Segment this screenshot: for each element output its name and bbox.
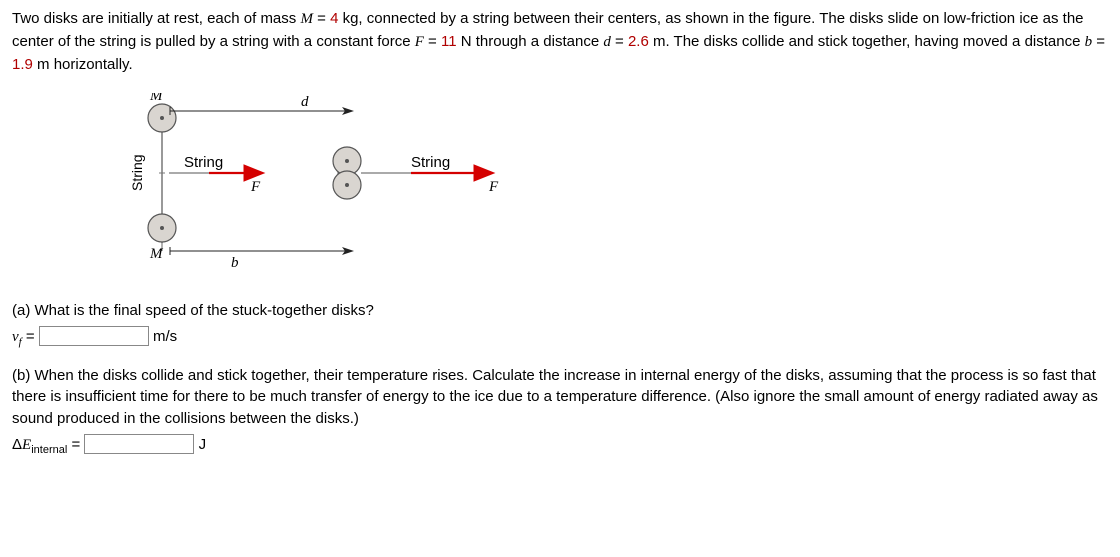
part-a: (a) What is the final speed of the stuck…	[12, 300, 1108, 351]
sym-M: M	[300, 11, 313, 27]
equals: =	[26, 328, 39, 345]
diagram-svg: M Md b F F String String String	[122, 93, 542, 273]
val-F: 11	[441, 33, 457, 50]
var-delta: Δ	[12, 436, 22, 453]
text: N through a distance	[457, 33, 604, 50]
svg-text:F: F	[488, 179, 499, 195]
svg-text:M: M	[149, 93, 164, 104]
svg-text:M: M	[149, 246, 164, 262]
text: =	[313, 10, 330, 27]
text: m. The disks collide and stick together,…	[649, 33, 1085, 50]
svg-text:String: String	[129, 155, 145, 192]
text: =	[611, 33, 628, 50]
part-a-question: (a) What is the final speed of the stuck…	[12, 300, 1108, 322]
text: Two disks are initially at rest, each of…	[12, 10, 300, 27]
equals: =	[71, 436, 84, 453]
part-a-unit: m/s	[153, 328, 177, 345]
text: =	[424, 33, 441, 50]
svg-text:b: b	[231, 255, 239, 271]
part-a-input[interactable]	[39, 326, 149, 346]
part-b-input[interactable]	[84, 434, 194, 454]
part-b-answer-row: ΔEinternal = J	[12, 434, 1108, 459]
sym-d: d	[603, 34, 611, 50]
text: m horizontally.	[33, 56, 133, 73]
physics-diagram: M Md b F F String String String	[122, 93, 1108, 280]
svg-text:String: String	[184, 154, 223, 171]
var-vf-sub: f	[19, 336, 22, 348]
part-b: (b) When the disks collide and stick tog…	[12, 365, 1108, 459]
svg-text:String: String	[411, 154, 450, 171]
var-E: E	[22, 437, 31, 453]
sym-b: b	[1085, 34, 1093, 50]
sym-F: F	[415, 34, 424, 50]
var-vf-v: v	[12, 329, 19, 345]
part-a-answer-row: vf = m/s	[12, 326, 1108, 351]
val-d: 2.6	[628, 33, 649, 50]
text: =	[1092, 33, 1105, 50]
svg-text:d: d	[301, 94, 309, 110]
problem-statement: Two disks are initially at rest, each of…	[12, 8, 1108, 75]
part-b-question: (b) When the disks collide and stick tog…	[12, 365, 1108, 430]
svg-text:F: F	[250, 179, 261, 195]
part-b-unit: J	[199, 436, 207, 453]
val-b: 1.9	[12, 56, 33, 73]
var-E-sub: internal	[31, 444, 67, 456]
